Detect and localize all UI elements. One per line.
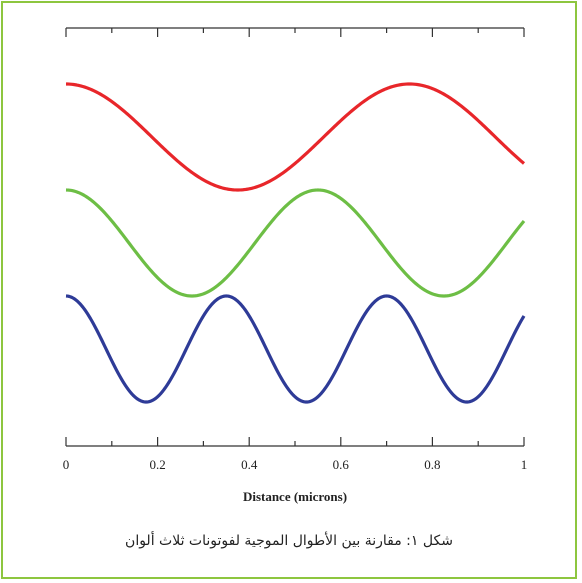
x-tick-label: 0.8 <box>424 457 440 472</box>
wave-series-2 <box>65 188 526 298</box>
wave-chart: 0 0.2 0.4 0.6 0.8 1 Distance (microns) <box>63 27 528 504</box>
series-layer <box>65 82 526 404</box>
x-tick-label: 1 <box>521 457 528 472</box>
x-axis-label: Distance (microns) <box>243 489 347 504</box>
x-tick-label: 0.6 <box>333 457 350 472</box>
x-tick-label: 0.2 <box>149 457 165 472</box>
figure-caption: شكل ١: مقارنة بين الأطوال الموجية لفوتون… <box>125 533 453 549</box>
x-tick-label: 0.4 <box>241 457 258 472</box>
axes: 0 0.2 0.4 0.6 0.8 1 <box>63 27 528 472</box>
wave-series-3 <box>65 294 526 404</box>
x-tick-label: 0 <box>63 457 70 472</box>
wave-series-1 <box>65 82 526 192</box>
